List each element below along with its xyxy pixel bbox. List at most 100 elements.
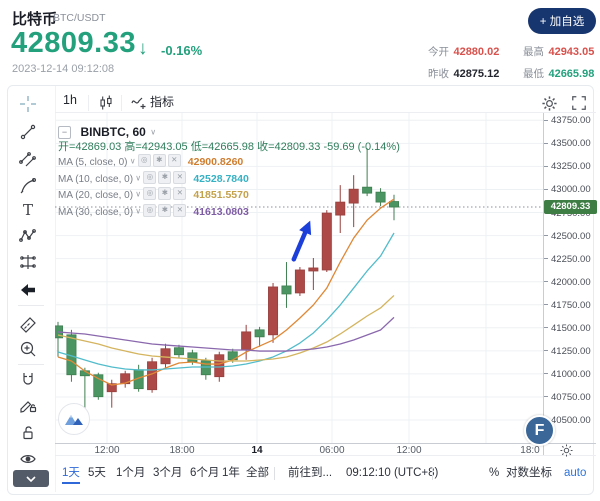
chevron-down-icon[interactable]: ∨ [133, 206, 144, 216]
chart-settings-button[interactable] [536, 90, 562, 116]
range-tab-1年[interactable]: 1年 [222, 467, 240, 479]
stat-今开: 今开 42880.02 [428, 42, 500, 60]
range-tab-全部[interactable]: 全部 [246, 467, 269, 479]
remove-icon[interactable]: ✕ [173, 170, 187, 184]
ruler-tool-button[interactable] [15, 312, 41, 338]
settings-icon[interactable]: ✱ [158, 187, 172, 201]
last-price: 42809.33 [11, 27, 136, 59]
chevron-down-icon[interactable]: ∨ [133, 189, 144, 199]
settings-icon[interactable]: ✱ [158, 170, 172, 184]
stat-value: 42665.98 [548, 68, 595, 80]
settings-icon[interactable]: ✱ [152, 154, 166, 168]
ma-value: 42528.7840 [193, 172, 249, 185]
trend-line-icon [20, 124, 36, 140]
legend-ohlc: 开=42869.03 高=42943.05 低=42665.98 收=42809… [58, 141, 400, 153]
price-tick-label: 43000.00 [551, 184, 591, 196]
sun-icon [560, 444, 573, 457]
zoom-in-tool-button[interactable] [15, 336, 41, 362]
price-tick-label: 41500.00 [551, 322, 591, 334]
exchange-watermark-logo [58, 403, 90, 435]
chart-style-button[interactable] [93, 90, 119, 116]
toolbar-divider [121, 95, 122, 111]
log-scale-button[interactable]: 对数坐标 [506, 467, 552, 479]
parallel-channel-tool-button[interactable] [15, 146, 41, 172]
ma-label: MA (10, close, 0) [58, 173, 134, 185]
visibility-icon[interactable]: ◎ [143, 187, 157, 201]
candle [348, 175, 359, 228]
indicator-button[interactable] [126, 90, 152, 116]
range-tab-1个月[interactable]: 1个月 [116, 467, 146, 479]
remove-icon[interactable]: ✕ [167, 154, 181, 168]
visibility-icon[interactable]: ◎ [137, 154, 151, 168]
visibility-icon[interactable]: ◎ [143, 204, 157, 218]
toolbar-divider [274, 467, 275, 480]
tool-group-divider [18, 364, 44, 365]
chevron-down-icon[interactable]: ∨ [133, 172, 144, 182]
gear-icon [541, 95, 557, 111]
zoom-in-icon [20, 341, 36, 357]
xabcd-pattern-icon [19, 229, 36, 242]
axis-settings-button[interactable] [560, 444, 573, 462]
crosshair-icon [20, 96, 36, 112]
symbol-label: BTC/USDT [53, 12, 106, 24]
price-tick-label: 42500.00 [551, 230, 591, 242]
goto-date-button[interactable]: 前往到... [288, 467, 333, 479]
ma-label: MA (5, close, 0) [58, 157, 128, 168]
price-tick-label: 42000.00 [551, 276, 591, 288]
add-watchlist-button[interactable]: + 加自选 [528, 8, 596, 34]
range-tab-5天[interactable]: 5天 [88, 467, 106, 479]
percent-scale-button[interactable]: % [489, 467, 500, 479]
brush-tool-button[interactable] [15, 173, 41, 199]
candlestick-chart[interactable] [55, 113, 543, 443]
MA5-line [57, 198, 395, 386]
legend-series-title[interactable]: BINBTC, 60 [80, 125, 146, 139]
forecast-tool-button[interactable] [15, 249, 41, 275]
remove-icon[interactable]: ✕ [173, 187, 187, 201]
eye-tool-button[interactable] [15, 446, 41, 472]
time-tick-label: 06:00 [319, 445, 345, 456]
time-tick-label: 14 [251, 445, 263, 456]
text-tool-button[interactable]: T [15, 197, 41, 223]
text-icon: T [23, 201, 33, 219]
clock-label[interactable]: 09:12:10 (UTC+8) [346, 467, 439, 479]
toolbar-divider [432, 467, 433, 480]
price-tick [544, 188, 548, 190]
parallel-channel-icon [19, 152, 36, 167]
time-tick-label: 12:00 [94, 445, 120, 456]
chevron-down-icon[interactable]: ∨ [127, 156, 138, 166]
fullscreen-button[interactable] [566, 90, 592, 116]
candles-icon [100, 95, 112, 110]
fullscreen-icon [572, 96, 586, 110]
drawn-arrow-annotation[interactable] [288, 218, 316, 262]
chevron-down-icon[interactable]: ∨ [150, 127, 157, 137]
trend-line-tool-button[interactable] [15, 119, 41, 145]
xabcd-pattern-tool-button[interactable] [15, 223, 41, 249]
auto-scale-button[interactable]: auto [564, 467, 587, 479]
price-tick-label: 41750.00 [551, 299, 591, 311]
candle [200, 357, 211, 380]
range-tab-6个月[interactable]: 6个月 [190, 467, 220, 479]
stat-label: 今开 [428, 46, 449, 58]
stat-最低: 最低 42665.98 [523, 64, 597, 82]
remove-icon[interactable]: ✕ [173, 204, 187, 218]
indicator-label[interactable]: 指标 [150, 95, 175, 109]
price-tick [544, 304, 548, 306]
toolbar-collapse-button[interactable] [13, 470, 49, 487]
unlock-tool-button[interactable] [15, 419, 41, 445]
visibility-icon[interactable]: ◎ [143, 170, 157, 184]
price-down-arrow-icon: ↓ [138, 38, 148, 59]
arrow-marker-tool-button[interactable] [15, 277, 41, 303]
candle [375, 188, 386, 207]
magnet-tool-button[interactable] [15, 367, 41, 393]
settings-icon[interactable]: ✱ [158, 204, 172, 218]
ma-value: 41613.0803 [193, 205, 249, 218]
candle [281, 262, 292, 308]
interval-button[interactable]: 1h [63, 93, 77, 107]
ma-legend-row: MA (10, close, 0) ∨ ◎ ✱ ✕ 42528.7840 [58, 169, 249, 187]
crosshair-tool-button[interactable] [15, 91, 41, 117]
range-tab-1天[interactable]: 1天 [62, 464, 80, 484]
draw-lock-tool-button[interactable] [15, 392, 41, 418]
range-tab-3个月[interactable]: 3个月 [153, 467, 183, 479]
ma-legend-row: MA (30, close, 0) ∨ ◎ ✱ ✕ 41613.0803 [58, 202, 249, 220]
